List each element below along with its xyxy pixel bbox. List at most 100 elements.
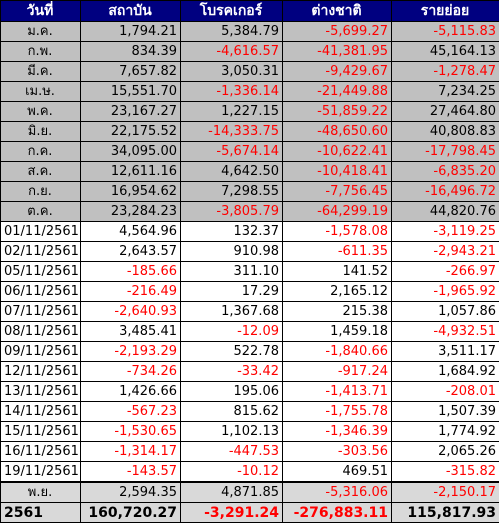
- institution-cell: -185.66: [81, 262, 181, 282]
- retail-cell: -6,835.20: [392, 162, 499, 182]
- date-cell: พ.ย.: [1, 482, 81, 503]
- broker-cell: 4,642.50: [181, 162, 283, 182]
- broker-cell: -33.42: [181, 362, 283, 382]
- foreign-cell: -1,755.78: [283, 402, 392, 422]
- institution-cell: 23,167.27: [81, 102, 181, 122]
- date-cell: 13/11/2561: [1, 382, 81, 402]
- foreign-cell: -10,418.41: [283, 162, 392, 182]
- foreign-cell: -5,316.06: [283, 482, 392, 503]
- date-cell: ก.ย.: [1, 182, 81, 202]
- date-cell: 16/11/2561: [1, 442, 81, 462]
- date-cell: 2561: [1, 503, 81, 523]
- institution-cell: 16,954.62: [81, 182, 181, 202]
- broker-cell: -3,291.24: [181, 503, 283, 523]
- broker-cell: 132.37: [181, 222, 283, 242]
- broker-cell: -10.12: [181, 462, 283, 483]
- date-cell: 06/11/2561: [1, 282, 81, 302]
- broker-cell: -12.09: [181, 322, 283, 342]
- institution-cell: -734.26: [81, 362, 181, 382]
- institution-cell: -1,314.17: [81, 442, 181, 462]
- foreign-cell: -21,449.88: [283, 82, 392, 102]
- retail-cell: 1,057.86: [392, 302, 499, 322]
- broker-cell: 1,227.15: [181, 102, 283, 122]
- header-foreign: ต่างชาติ: [283, 1, 392, 22]
- date-cell: เม.ษ.: [1, 82, 81, 102]
- broker-cell: 195.06: [181, 382, 283, 402]
- broker-cell: 4,871.85: [181, 482, 283, 503]
- broker-cell: 815.62: [181, 402, 283, 422]
- institution-cell: 4,564.96: [81, 222, 181, 242]
- institution-cell: 1,794.21: [81, 22, 181, 42]
- date-cell: 07/11/2561: [1, 302, 81, 322]
- foreign-cell: -48,650.60: [283, 122, 392, 142]
- header-institution: สถาบัน: [81, 1, 181, 22]
- foreign-cell: -41,381.95: [283, 42, 392, 62]
- foreign-cell: 215.38: [283, 302, 392, 322]
- broker-cell: 910.98: [181, 242, 283, 262]
- foreign-cell: -10,622.41: [283, 142, 392, 162]
- date-cell: ส.ค.: [1, 162, 81, 182]
- retail-cell: 1,507.39: [392, 402, 499, 422]
- date-cell: มิ.ย.: [1, 122, 81, 142]
- retail-cell: 40,808.83: [392, 122, 499, 142]
- foreign-cell: -917.24: [283, 362, 392, 382]
- foreign-cell: -1,413.71: [283, 382, 392, 402]
- foreign-cell: -1,578.08: [283, 222, 392, 242]
- institution-cell: 1,426.66: [81, 382, 181, 402]
- institution-cell: 2,643.57: [81, 242, 181, 262]
- retail-cell: -4,932.51: [392, 322, 499, 342]
- broker-cell: -447.53: [181, 442, 283, 462]
- retail-cell: -3,119.25: [392, 222, 499, 242]
- foreign-cell: -51,859.22: [283, 102, 392, 122]
- date-cell: 14/11/2561: [1, 402, 81, 422]
- institution-cell: 22,175.52: [81, 122, 181, 142]
- foreign-cell: 469.51: [283, 462, 392, 483]
- date-cell: ก.ค.: [1, 142, 81, 162]
- broker-cell: 1,102.13: [181, 422, 283, 442]
- foreign-cell: 141.52: [283, 262, 392, 282]
- retail-cell: 7,234.25: [392, 82, 499, 102]
- institution-cell: 12,611.16: [81, 162, 181, 182]
- foreign-cell: 2,165.12: [283, 282, 392, 302]
- institution-cell: 3,485.41: [81, 322, 181, 342]
- retail-cell: 45,164.13: [392, 42, 499, 62]
- date-cell: 09/11/2561: [1, 342, 81, 362]
- date-cell: 15/11/2561: [1, 422, 81, 442]
- retail-cell: -5,115.83: [392, 22, 499, 42]
- date-cell: ก.พ.: [1, 42, 81, 62]
- retail-cell: -315.82: [392, 462, 499, 483]
- institution-cell: -143.57: [81, 462, 181, 483]
- foreign-cell: 1,459.18: [283, 322, 392, 342]
- foreign-cell: -611.35: [283, 242, 392, 262]
- date-cell: มี.ค.: [1, 62, 81, 82]
- foreign-cell: -276,883.11: [283, 503, 392, 523]
- institution-cell: 23,284.23: [81, 202, 181, 222]
- broker-cell: 7,298.55: [181, 182, 283, 202]
- retail-cell: -1,965.92: [392, 282, 499, 302]
- broker-cell: -4,616.57: [181, 42, 283, 62]
- institution-cell: -2,640.93: [81, 302, 181, 322]
- retail-cell: 1,684.92: [392, 362, 499, 382]
- date-cell: 02/11/2561: [1, 242, 81, 262]
- retail-cell: 44,820.76: [392, 202, 499, 222]
- retail-cell: -2,943.21: [392, 242, 499, 262]
- foreign-cell: -7,756.45: [283, 182, 392, 202]
- retail-cell: -17,798.45: [392, 142, 499, 162]
- institution-cell: 834.39: [81, 42, 181, 62]
- header-retail: รายย่อย: [392, 1, 499, 22]
- broker-cell: 17.29: [181, 282, 283, 302]
- header-broker: โบรคเกอร์: [181, 1, 283, 22]
